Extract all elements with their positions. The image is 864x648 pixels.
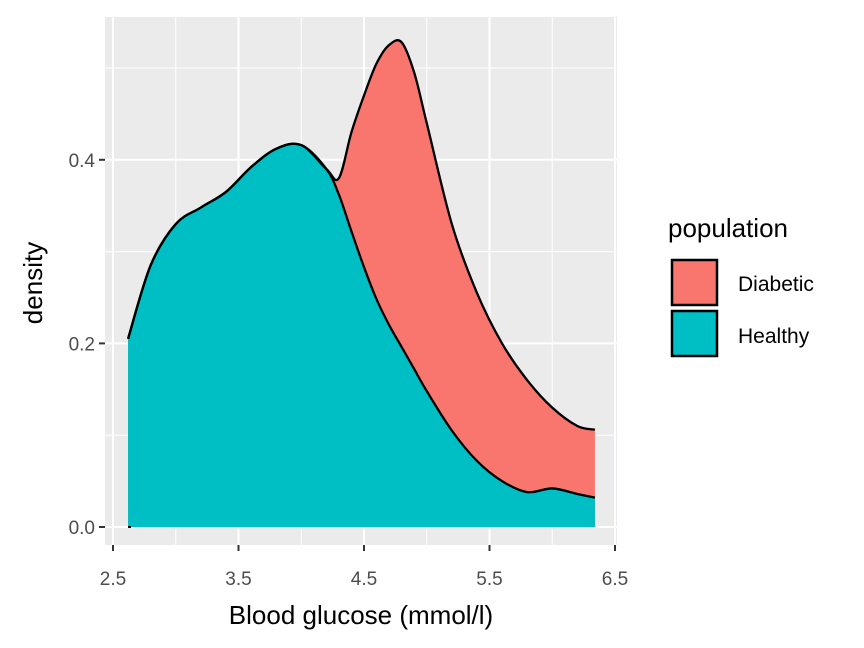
- legend-title: population: [668, 213, 788, 243]
- density-areas: [126, 39, 596, 528]
- x-tick-label: 5.5: [476, 569, 502, 590]
- healthy-area: [128, 143, 595, 527]
- legend-label-diabetic: Diabetic: [738, 273, 814, 296]
- legend-key-diabetic: [670, 258, 719, 307]
- x-tick-label: 3.5: [225, 569, 251, 590]
- y-tick-label: 0.2: [69, 334, 95, 355]
- x-tick-label: 4.5: [351, 569, 377, 590]
- y-tick-label: 0.0: [69, 518, 95, 539]
- x-tick-label: 6.5: [602, 569, 628, 590]
- healthy-outline: [126, 142, 596, 499]
- legend: population Diabetic Healthy: [668, 213, 814, 358]
- y-axis-ticks: 0.0 0.2 0.4: [69, 151, 105, 539]
- x-axis-ticks: 2.5 3.5 4.5 5.5 6.5: [100, 545, 628, 590]
- y-tick-label: 0.4: [69, 151, 96, 172]
- x-axis-title: Blood glucose (mmol/l): [229, 600, 493, 630]
- x-tick-label: 2.5: [100, 569, 126, 590]
- legend-label-healthy: Healthy: [738, 325, 810, 348]
- legend-key-healthy: [670, 309, 719, 358]
- y-axis-title: density: [18, 242, 48, 324]
